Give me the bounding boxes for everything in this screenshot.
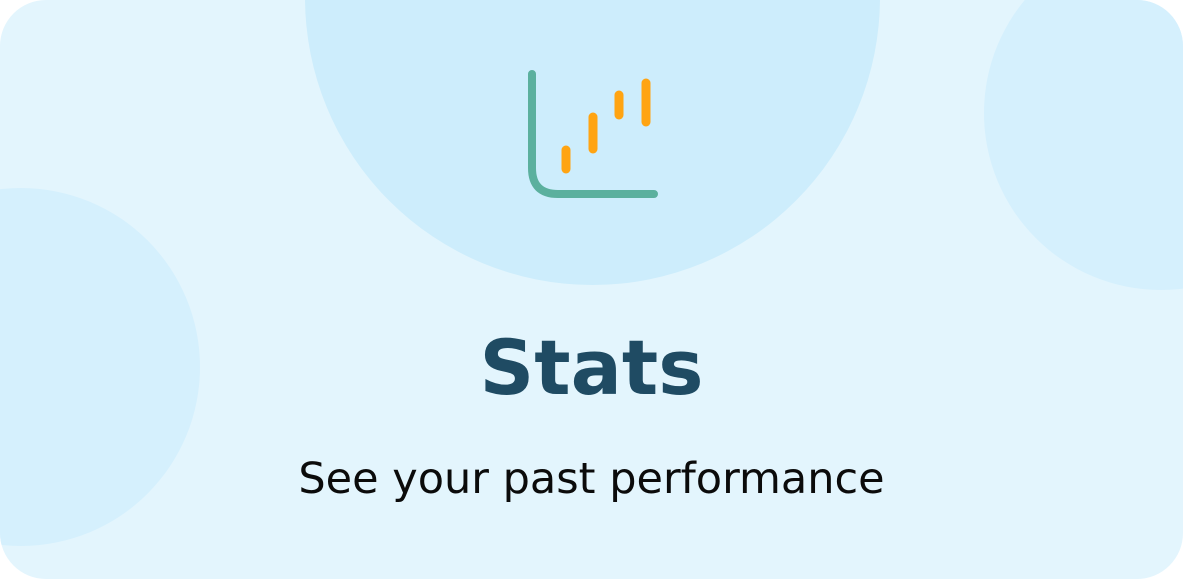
chart-axis: [528, 70, 658, 198]
card-subtitle: See your past performance: [298, 454, 885, 504]
decorative-circle-right: [984, 0, 1183, 290]
chart-bars-icon: [520, 64, 666, 206]
card-title: Stats: [479, 323, 704, 412]
